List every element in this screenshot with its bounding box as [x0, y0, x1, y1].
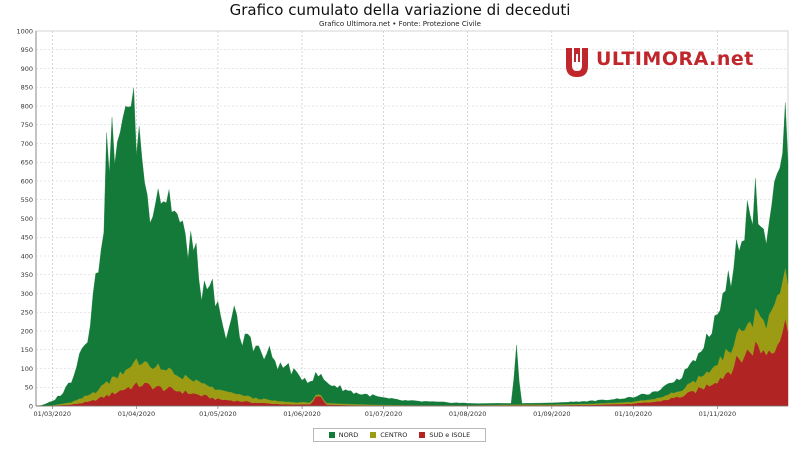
legend-swatch-centro	[370, 432, 377, 438]
legend-item-nord: NORD	[328, 431, 359, 439]
x-tick-label: 01/08/2020	[449, 410, 486, 418]
x-tick-label: 01/09/2020	[533, 410, 570, 418]
y-tick-label: 600	[21, 177, 33, 185]
y-tick-label: 0	[29, 402, 33, 410]
legend-swatch-nord	[328, 432, 335, 438]
chart-legend: NORD CENTRO SUD e ISOLE	[313, 428, 486, 442]
chart-axes: 0 50 100 150 200 250 300 350 400 450 500 550 600 650 7…	[16, 27, 788, 418]
x-tick-label: 01/03/2020	[34, 410, 71, 418]
y-tick-label: 700	[21, 140, 33, 148]
y-tick-label: 950	[21, 46, 33, 54]
y-tick-label: 850	[21, 84, 33, 92]
legend-label-centro: CENTRO	[380, 431, 408, 439]
y-tick-label: 250	[21, 309, 33, 317]
logo-text: ULTIMORA.net	[596, 48, 754, 70]
y-tick-label: 800	[21, 102, 33, 110]
chart-subtitle: Grafico Ultimora.net • Fonte: Protezione…	[318, 20, 481, 28]
y-tick-label: 150	[21, 346, 33, 354]
legend-label-nord: NORD	[338, 431, 359, 439]
x-tick-label: 01/11/2020	[699, 410, 736, 418]
y-tick-label: 550	[21, 196, 33, 204]
y-tick-label: 900	[21, 65, 33, 73]
x-tick-label: 01/04/2020	[118, 410, 155, 418]
y-tick-label: 350	[21, 271, 33, 279]
y-tick-label: 500	[21, 215, 33, 223]
x-tick-label: 01/10/2020	[615, 410, 652, 418]
x-tick-label: 01/05/2020	[199, 410, 236, 418]
legend-item-sud: SUD e ISOLE	[419, 431, 470, 439]
y-tick-label: 650	[21, 159, 33, 167]
legend-label-sud: SUD e ISOLE	[429, 431, 471, 439]
y-tick-label: 400	[21, 252, 33, 260]
chart-title: Grafico cumulato della variazione di dec…	[229, 1, 571, 19]
legend-swatch-sud	[419, 432, 426, 438]
y-tick-label: 50	[25, 384, 33, 392]
y-tick-label: 300	[21, 290, 33, 298]
y-tick-label: 1000	[16, 27, 33, 35]
x-tick-label: 01/06/2020	[283, 410, 320, 418]
y-tick-label: 100	[21, 365, 33, 373]
y-tick-label: 450	[21, 234, 33, 242]
y-tick-label: 200	[21, 327, 33, 335]
logo-mark-icon	[566, 48, 588, 77]
area-nord	[35, 87, 789, 407]
legend-item-centro: CENTRO	[370, 431, 407, 439]
y-tick-label: 750	[21, 121, 33, 129]
x-tick-label: 01/07/2020	[365, 410, 402, 418]
ultimora-logo: ULTIMORA.net	[562, 44, 762, 80]
